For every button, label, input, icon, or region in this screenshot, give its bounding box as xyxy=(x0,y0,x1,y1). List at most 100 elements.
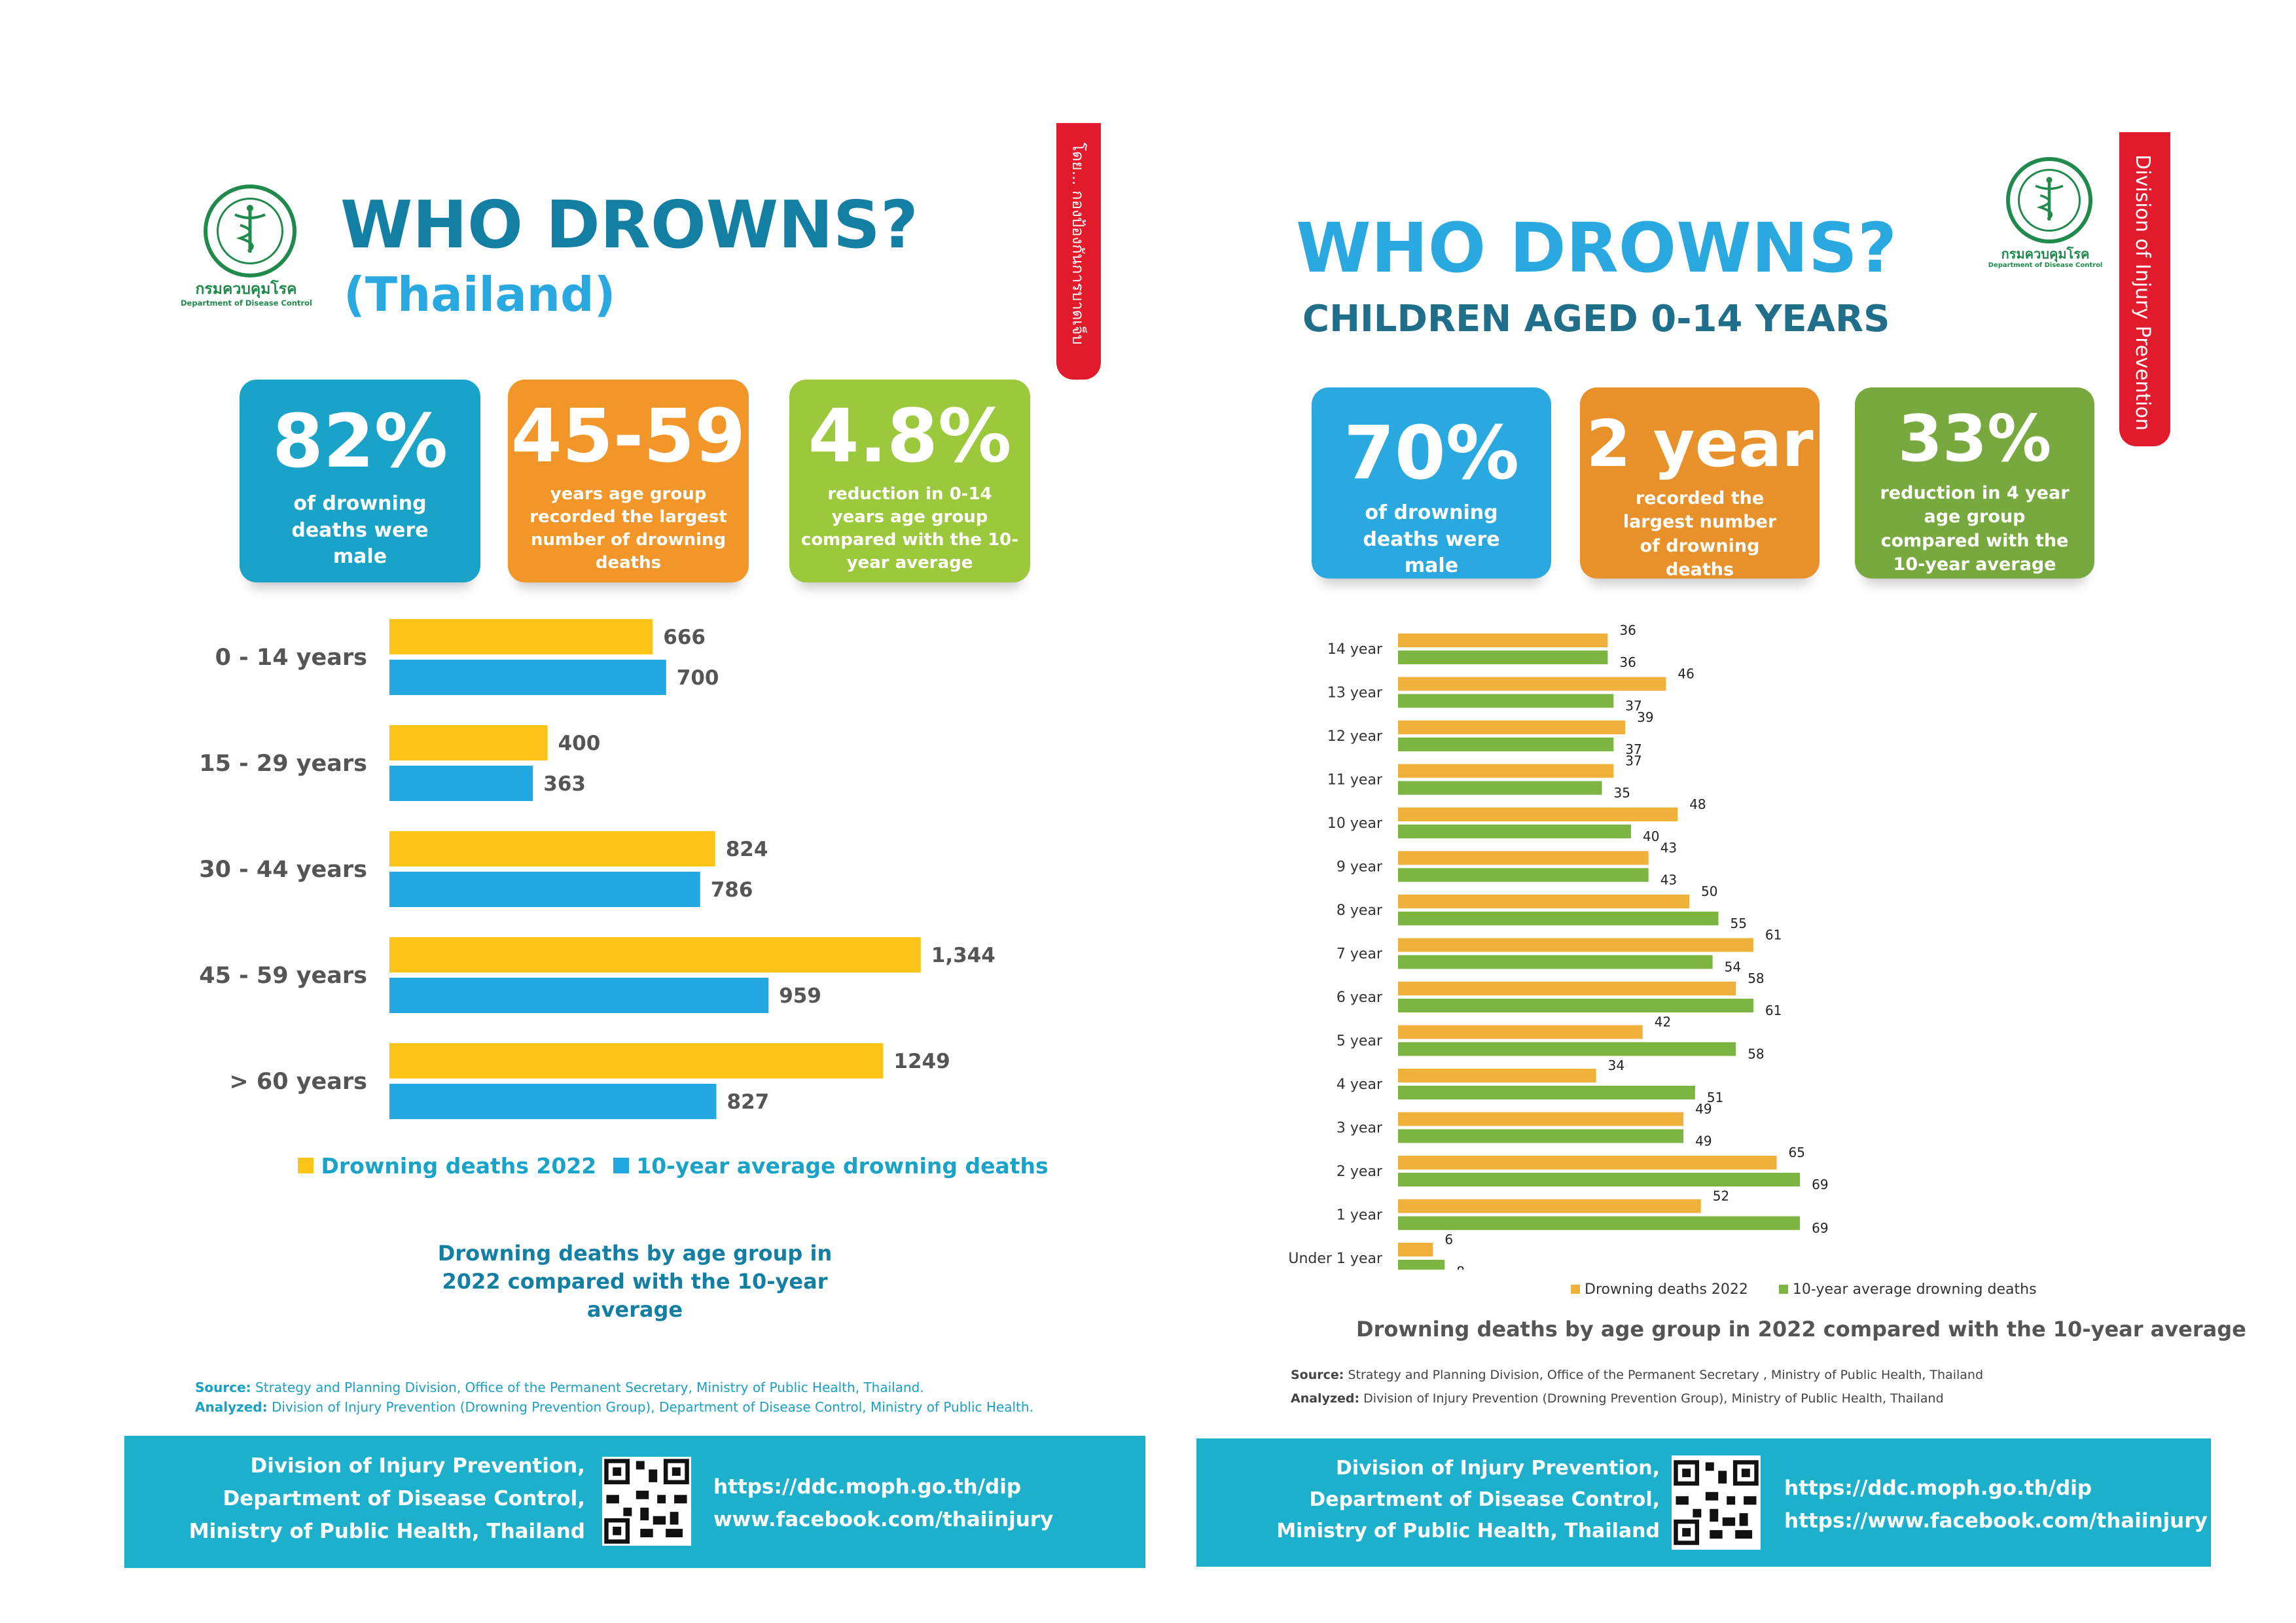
bar xyxy=(1398,1173,1801,1186)
bar-value-label: 49 xyxy=(1695,1101,1712,1117)
right-page-title: WHO DROWNS? xyxy=(1296,208,1897,288)
category-label: 2 year xyxy=(1336,1164,1383,1180)
bar-value-label: 46 xyxy=(1677,666,1694,682)
bar-value-label: 58 xyxy=(1748,1046,1764,1062)
stat-text: reduction in 4 year age group compared w… xyxy=(1880,483,2070,575)
stat-value: 2 year xyxy=(1586,407,1814,482)
category-label: > 60 years xyxy=(229,1069,367,1095)
bar xyxy=(1398,895,1689,908)
category-label: 15 - 29 years xyxy=(199,751,367,777)
bar xyxy=(389,619,653,654)
qr-code-icon[interactable] xyxy=(602,1457,691,1546)
analyzed-text: Division of Injury Prevention (Drowning … xyxy=(271,1399,1033,1415)
bar-value-label: 36 xyxy=(1619,622,1636,638)
stat-card-male: 70% of drowning deaths were male xyxy=(1312,387,1551,579)
bar xyxy=(1398,868,1649,882)
stat-value: 33% xyxy=(1897,402,2052,476)
right-legend: Drowning deaths 2022 10-year average dro… xyxy=(1571,1281,2037,1298)
stat-card-reduction: 33% reduction in 4 year age group compar… xyxy=(1855,387,2094,579)
bar-value-label: 700 xyxy=(677,666,719,690)
right-chart-caption: Drowning deaths by age group in 2022 com… xyxy=(1356,1317,2246,1342)
bar xyxy=(1398,1216,1801,1230)
footer-url-facebook[interactable]: https://www.facebook.com/thaiinjury xyxy=(1784,1509,2208,1533)
right-footer: Division of Injury Prevention, Departmen… xyxy=(1196,1438,2211,1567)
bar-value-label: 55 xyxy=(1731,916,1747,931)
right-logo: กรมควบคุมโรค Department of Disease Contr… xyxy=(1988,157,2114,288)
bar-value-label: 827 xyxy=(727,1090,770,1114)
bar xyxy=(1398,1129,1684,1143)
bar xyxy=(1398,633,1608,647)
bar xyxy=(1398,1243,1433,1257)
legend-label-average: 10-year average drowning deaths xyxy=(636,1153,1049,1179)
left-source: Source: Strategy and Planning Division, … xyxy=(195,1380,924,1395)
bar-value-label: 1249 xyxy=(893,1050,950,1073)
bar xyxy=(1398,1156,1777,1169)
category-label: 3 year xyxy=(1336,1120,1383,1137)
left-logo: กรมควบคุมโรค Department of Disease Contr… xyxy=(181,185,338,322)
bar-value-label: 786 xyxy=(711,878,753,902)
qr-code-icon[interactable] xyxy=(1672,1455,1761,1550)
left-analyzed: Analyzed: Division of Injury Prevention … xyxy=(195,1399,1033,1415)
analyzed-text: Division of Injury Prevention (Drowning … xyxy=(1363,1391,1944,1406)
footer-url-facebook[interactable]: www.facebook.com/thaiinjury xyxy=(713,1508,1054,1531)
logo-org-english: Department of Disease Control xyxy=(1988,262,2103,269)
bar-value-label: 69 xyxy=(1812,1177,1828,1192)
legend-label-2022: Drowning deaths 2022 xyxy=(1585,1281,1748,1298)
bar-value-label: 58 xyxy=(1748,971,1764,986)
category-label: 9 year xyxy=(1336,859,1383,876)
bar xyxy=(1398,955,1713,969)
bar-value-label: 37 xyxy=(1625,698,1641,714)
bar xyxy=(1398,851,1649,865)
stat-text: of drowning deaths were male xyxy=(291,492,429,568)
footer-url-website[interactable]: https://ddc.moph.go.th/dip xyxy=(713,1475,1022,1499)
bar-value-label: 61 xyxy=(1765,1003,1782,1018)
bar xyxy=(389,725,548,760)
bar xyxy=(1398,999,1753,1012)
stat-text: reduction in 0-14 years age group compar… xyxy=(800,484,1019,573)
category-label: 5 year xyxy=(1336,1033,1383,1050)
category-label: 1 year xyxy=(1336,1207,1383,1224)
left-bar-chart: 0 - 14 years 666 700 15 - 29 years 400 363 30 … xyxy=(199,619,996,1119)
category-label: 45 - 59 years xyxy=(199,963,367,989)
bar xyxy=(1398,1199,1701,1213)
ministry-seal-icon xyxy=(2006,157,2092,243)
ministry-seal-icon xyxy=(204,185,296,277)
bar-value-label: 49 xyxy=(1695,1133,1712,1149)
page-subtitle: (Thailand) xyxy=(344,267,616,322)
category-label: 0 - 14 years xyxy=(215,645,367,671)
bar-value-label: 69 xyxy=(1812,1221,1828,1236)
bar-value-label: 363 xyxy=(543,772,586,796)
category-label: 14 year xyxy=(1327,641,1383,658)
source-text: Strategy and Planning Division, Office o… xyxy=(255,1380,924,1395)
stat-text: of drowning deaths were male xyxy=(1363,501,1500,577)
category-label: Under 1 year xyxy=(1288,1251,1383,1267)
bar-value-label: 39 xyxy=(1637,709,1653,725)
bar-value-label: 37 xyxy=(1625,753,1641,769)
bar-value-label: 43 xyxy=(1660,872,1677,888)
bar-value-label: 40 xyxy=(1643,829,1659,844)
category-label: 7 year xyxy=(1336,946,1383,963)
legend-label-average: 10-year average drowning deaths xyxy=(1792,1281,2037,1298)
bar-value-label: 8 xyxy=(1456,1264,1465,1270)
logo-org-english: Department of Disease Control xyxy=(181,298,312,308)
footer-url-website[interactable]: https://ddc.moph.go.th/dip xyxy=(1784,1476,2092,1500)
left-legend: Drowning deaths 2022 10-year average dro… xyxy=(298,1153,1049,1179)
legend-swatch-2022 xyxy=(1571,1285,1580,1294)
bar xyxy=(389,1084,717,1119)
stat-card-age: 2 year recorded the largest number of dr… xyxy=(1580,387,1820,580)
category-label: 13 year xyxy=(1327,685,1383,702)
bar xyxy=(1398,738,1614,751)
side-tab-label: โดย... กองป้องกันการบาดเจ็บ xyxy=(1069,143,1087,345)
bar-value-label: 65 xyxy=(1789,1145,1805,1160)
bar xyxy=(389,978,769,1013)
caduceus-icon xyxy=(234,205,266,253)
bar xyxy=(1398,694,1614,708)
bar xyxy=(1398,912,1719,925)
bar-value-label: 61 xyxy=(1765,927,1782,943)
footer-org-line3: Ministry of Public Health, Thailand xyxy=(1276,1520,1660,1543)
logo-org-thai: กรมควบคุมโรค xyxy=(195,281,297,298)
bar-value-label: 48 xyxy=(1689,796,1706,812)
caduceus-icon xyxy=(2035,177,2064,221)
category-label: 30 - 44 years xyxy=(199,857,367,883)
